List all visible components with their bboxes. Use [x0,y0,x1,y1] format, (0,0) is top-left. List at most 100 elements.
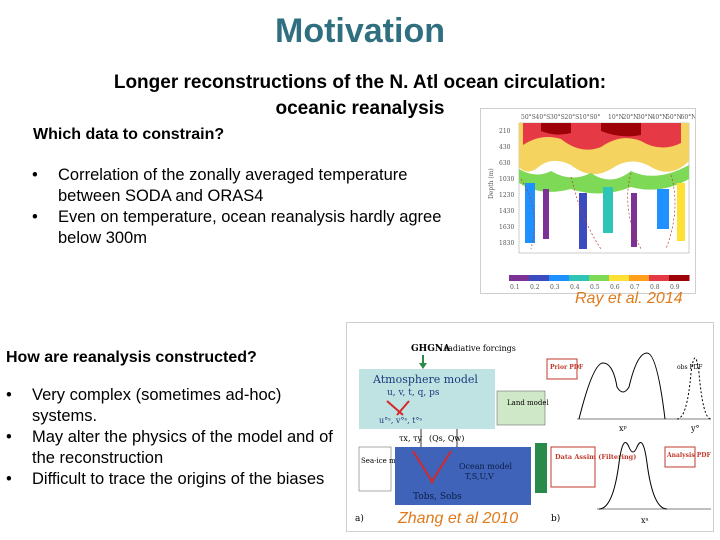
top-axis-label: 50°N [666,114,682,121]
colorbar-tick: 0.9 [670,284,680,291]
bullet-dot: • [6,428,12,446]
colorbar-tick: 0.1 [510,284,520,291]
land-model-box [496,390,546,426]
top-axis-label: 0° [594,114,601,121]
slide-title: Motivation [275,12,445,50]
depth-tick: 430 [499,144,511,151]
depth-ticks: 210 430 630 1030 1230 1430 1630 1830 [499,128,514,247]
atmosphere-model-label: Atmosphere model [372,373,478,386]
top-axis-label: 50°S [521,114,536,121]
obs-pdf-label: obs PDF [677,364,702,371]
colorbar-tick: 0.2 [530,284,540,291]
flux-arrows [420,429,458,447]
deep-patch [631,193,637,247]
correlation-band-max [541,123,641,137]
panel-b-label: b) [551,513,560,524]
section1-heading: Which data to constrain? [33,126,225,143]
colorbar-tick: 0.5 [590,284,600,291]
colorbar [509,275,690,281]
colorbar-segment [549,275,570,281]
deep-patch [543,189,549,239]
zhang-figure: GHGNA : radiative forcings Atmosphere mo… [346,322,714,532]
forcing-arrow-head [419,363,427,369]
flux-right: (Qs, Qw) [429,434,464,443]
depth-tick: 1630 [499,224,514,231]
subtitle-line-2: oceanic reanalysis [275,98,445,119]
section2-bullets: • Very complex (sometimes ad-hoc) systems… [4,385,334,490]
data-assim-label: Data Assim (Filtering) [555,453,636,461]
colorbar-tick: 0.3 [550,284,560,291]
section2-heading: How are reanalysis constructed? [6,349,257,366]
section1-bullet: • Correlation of the zonally averaged tem… [30,165,470,207]
colorbar-tick: 0.8 [650,284,660,291]
ocean-obs: Tobs, Sobs [413,492,462,502]
depth-tick: 1030 [499,176,514,183]
top-axis-label: 10°N [608,114,624,121]
bullet-dot: • [32,166,38,184]
colorbar-ticks: 0.1 0.2 0.3 0.4 0.5 0.6 0.7 0.8 0.9 [510,284,680,291]
depth-tick: 210 [499,128,511,135]
depth-tick: 1230 [499,192,514,199]
flux-left: τx, τy [399,434,422,443]
seaice-label: Sea-ice model [361,457,411,465]
analysis-pdf-box [664,446,696,468]
colorbar-segment [629,275,650,281]
deep-patch [677,183,685,241]
prior-pdf-label: Prior PDF [550,364,584,371]
bullet-text: Very complex (sometimes ad-hoc) systems. [32,386,282,425]
colorbar-segment [669,275,690,281]
subtitle-line-1: Longer reconstructions of the N. Atl oce… [113,72,607,93]
colorbar-tick: 0.6 [610,284,620,291]
x-prior-label: xᵖ [619,424,627,433]
top-axis-label: 20°S [565,114,580,121]
land-model-label: Land model [507,399,550,407]
atmosphere-obs: u°ˢ, v°ˢ, t°ˢ [379,416,422,425]
top-axis-label: 40°N [652,114,668,121]
ray-credit: Ray et al. 2014 [575,290,683,307]
deep-patch [525,183,535,243]
contour-lines [520,172,676,250]
coupler-bar [535,443,547,493]
bullet-text: Correlation of the zonally averaged temp… [58,166,408,205]
depth-tick: 1430 [499,208,514,215]
slide-subtitle: Longer reconstructions of the N. Atl oce… [70,70,650,122]
ghgna-label: GHGNA [411,344,451,354]
bullet-dot: • [6,386,12,404]
colorbar-tick: 0.4 [570,284,580,291]
data-assim-box [550,446,596,488]
prior-pdf-curve [578,352,666,420]
colorbar-tick: 0.7 [630,284,640,291]
panel-a-label: a) [355,513,364,524]
section1-bullets: • Correlation of the zonally averaged tem… [30,165,470,249]
radiative-label: : radiative forcings [439,344,516,353]
obs-pdf-curve [676,357,712,420]
correlation-band-mid [519,165,689,194]
bullet-text: Difficult to trace the origins of the bi… [32,470,325,488]
section2-bullet: • Difficult to trace the origins of the b… [4,469,334,490]
analysis-pdf-curve [598,442,668,510]
analysis-pdf-label: Analysis PDF [666,452,712,459]
colorbar-segment [569,275,590,281]
top-axis-label: 60°N [681,114,696,121]
bullet-text: Even on temperature, ocean reanalysis ha… [58,208,442,247]
depth-tick: 630 [499,160,511,167]
y-axis-label: Depth (m) [488,168,495,199]
seaice-box [358,446,392,492]
ray-correlation-plot: 50°S 40°S 30°S 20°S 10°S 0° 10°N20°N30°N40°N50… [488,114,696,291]
ocean-vars: T,S,U,V [465,472,494,481]
section2-bullet: • Very complex (sometimes ad-hoc) systems… [4,385,334,427]
deep-patch [603,187,613,233]
prior-pdf-box [546,358,578,380]
top-axis-label: 20°N [623,114,639,121]
section2-bullet: • May alter the physics of the model and … [4,427,334,469]
colorbar-segment [529,275,550,281]
depth-tick: 1830 [499,240,514,247]
bullet-text: May alter the physics of the model and o… [32,428,333,467]
atmosphere-box [359,369,495,429]
colorbar-segment [589,275,610,281]
top-axis-label: 10°S [579,114,594,121]
atmosphere-vars: u, v, t, q, ps [387,388,440,398]
top-axis-label: 40°S [536,114,551,121]
top-axis-label: 30°S [550,114,565,121]
top-axis-label: 30°N [637,114,653,121]
